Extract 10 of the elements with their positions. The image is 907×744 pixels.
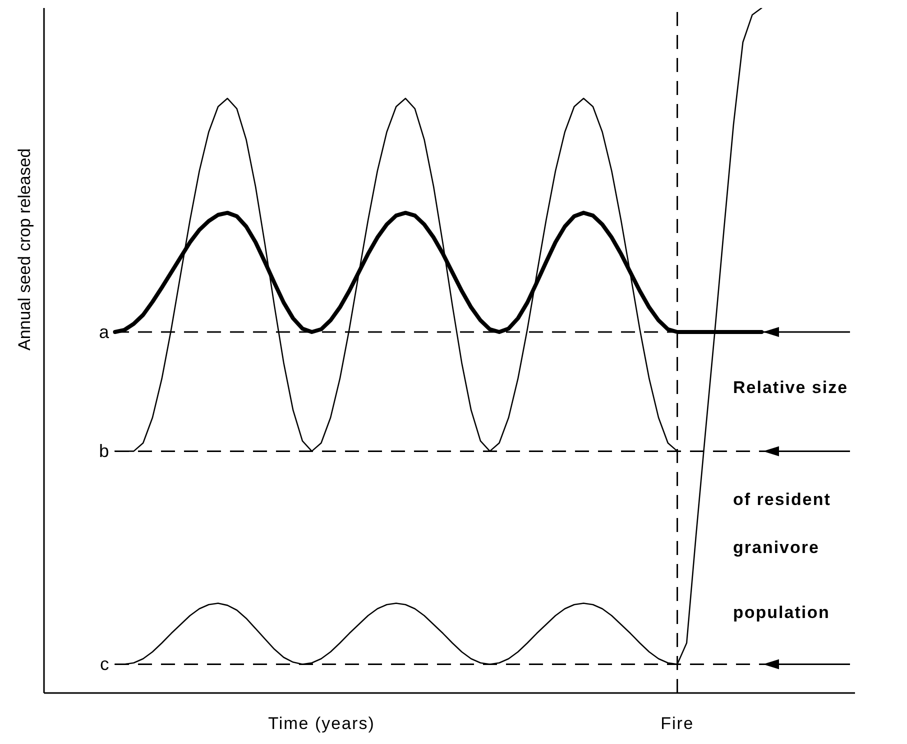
- annotation: Relative size: [733, 378, 848, 397]
- annotation: population: [733, 603, 830, 622]
- ref-line-label: a: [98, 322, 110, 342]
- annotation: of resident: [733, 490, 831, 509]
- x-axis-title: Time (years): [268, 714, 375, 733]
- ref-line-label: c: [100, 654, 109, 674]
- annotation: granivore: [733, 538, 820, 557]
- ref-line-label: b: [98, 441, 109, 462]
- y-axis-title: Annual seed crop released: [15, 148, 34, 350]
- text: Fire: [660, 714, 694, 733]
